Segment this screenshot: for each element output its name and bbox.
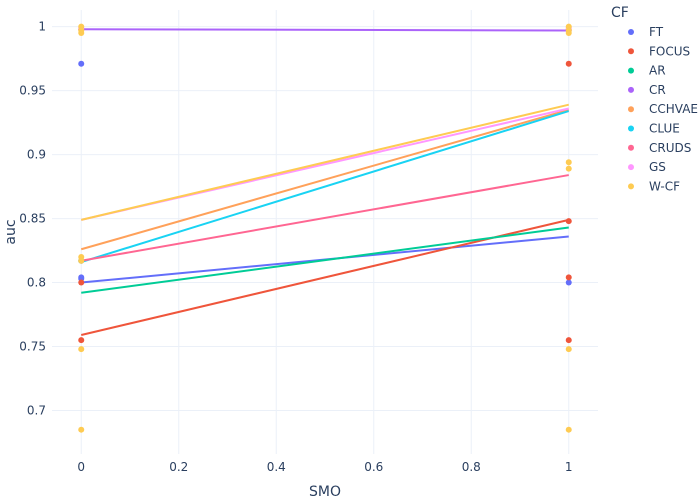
y-tick-label: 0.7 [27, 403, 46, 417]
legend-item-focus[interactable]: FOCUS [628, 44, 690, 58]
legend-item-ft[interactable]: FT [628, 25, 664, 39]
x-tick-label: 1 [565, 460, 573, 474]
x-tick-label: 0.8 [462, 460, 481, 474]
legend-marker [628, 106, 634, 113]
legend-label: FT [649, 25, 664, 39]
trend-line-cchvae [80, 108, 570, 251]
y-tick-label: 0.95 [19, 84, 46, 98]
legend-label: AR [649, 64, 666, 78]
legend-item-cchvae[interactable]: CCHVAE [628, 102, 698, 116]
point-w-cf [78, 257, 85, 264]
legend-marker [628, 183, 634, 190]
y-tick-label: 0.9 [27, 148, 46, 162]
x-tick-label: 0 [77, 460, 85, 474]
point-focus [78, 279, 85, 286]
trend-line-cruds [81, 174, 569, 262]
legend-label: W-CF [649, 179, 680, 193]
legend-marker [628, 67, 634, 74]
trend-line-w-cf [81, 103, 569, 221]
legend-marker [628, 86, 634, 93]
x-tick-labels: 0 0.2 0.4 0.6 0.8 1 [77, 460, 572, 474]
trend-lines [80, 28, 570, 336]
trend-line-ar [81, 226, 569, 294]
y-tick-label: 0.8 [27, 276, 46, 290]
point-w-cf [565, 426, 572, 433]
legend-item-clue[interactable]: CLUE [628, 122, 680, 136]
legend-label: CR [649, 83, 666, 97]
legend-label: CCHVAE [649, 102, 698, 116]
point-focus [78, 337, 85, 344]
trend-line-clue [80, 110, 570, 264]
legend-item-ar[interactable]: AR [628, 64, 666, 78]
point-focus [565, 218, 572, 225]
legend-label: FOCUS [649, 44, 690, 58]
x-tick-label: 0.2 [169, 460, 188, 474]
y-tick-label: 0.75 [19, 340, 46, 354]
legend[interactable]: CF FT FOCUS AR CR CCHVAE CLUE CRUDS GS W-CF [611, 5, 698, 193]
legend-label: CLUE [649, 122, 680, 136]
point-ft [78, 60, 85, 67]
point-ft [565, 279, 572, 286]
x-axis-title: SMO [309, 484, 341, 500]
data-points [78, 23, 572, 433]
legend-title: CF [611, 5, 629, 21]
legend-marker [628, 164, 634, 171]
x-tick-label: 0.6 [364, 460, 383, 474]
legend-item-cruds[interactable]: CRUDS [628, 141, 691, 155]
point-focus [565, 274, 572, 281]
legend-marker [628, 29, 634, 35]
y-axis-title: auc [3, 219, 19, 244]
point-w-cf [565, 165, 572, 172]
legend-marker [628, 125, 634, 132]
y-tick-label: 0.85 [19, 212, 46, 226]
point-focus [565, 337, 572, 344]
legend-item-gs[interactable]: GS [628, 160, 666, 174]
point-focus [565, 60, 572, 67]
legend-item-w-cf[interactable]: W-CF [628, 179, 680, 193]
point-w-cf [565, 159, 572, 166]
legend-marker [628, 144, 634, 151]
point-w-cf [78, 346, 85, 353]
legend-label: CRUDS [649, 141, 691, 155]
point-w-cf [78, 426, 85, 433]
legend-item-cr[interactable]: CR [628, 83, 666, 97]
point-w-cf [565, 346, 572, 353]
legend-label: GS [649, 160, 666, 174]
x-tick-label: 0.4 [267, 460, 286, 474]
y-tick-label: 1 [38, 20, 46, 34]
legend-marker [628, 48, 634, 55]
point-w-cf [565, 30, 572, 37]
y-tick-labels: 0.7 0.75 0.8 0.85 0.9 0.95 1 [19, 20, 46, 418]
trend-line-cr [81, 28, 569, 32]
point-w-cf [78, 30, 85, 37]
